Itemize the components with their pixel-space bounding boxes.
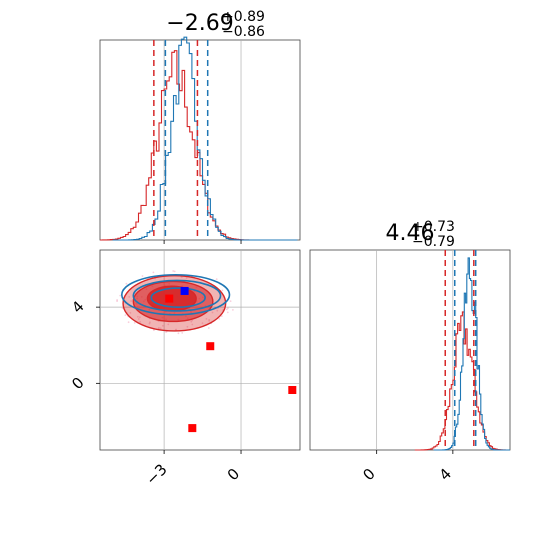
joint-blue-contour-2 [120,273,231,316]
joint-sample-86 [125,282,128,285]
joint-sample-12 [159,327,162,330]
joint-sample-52 [191,319,194,322]
joint-sample-71 [127,321,130,324]
hist1-series-red [100,50,280,241]
joint-red-point-0 [165,294,174,303]
joint-sample-92 [173,270,176,273]
joint-red-point-2 [288,386,297,394]
joint-sample-103 [201,322,204,324]
joint-sample-54 [165,331,167,333]
joint-blue-contour-0 [150,287,206,308]
hist2-series-blue [433,257,510,451]
joint-sample-35 [191,323,194,326]
joint-sample-104 [190,320,193,323]
joint-sample-9 [232,309,234,311]
joint-xtick-label-0: −3 [142,460,170,488]
hist2-frame [309,249,511,451]
hist2-xtick-label-0: 0 [359,465,378,484]
joint-sample-30 [153,329,155,332]
joint-sample-119 [216,309,219,312]
joint-blue-point-0 [180,286,189,295]
joint-sample-45 [137,318,140,320]
joint-sample-11 [141,275,144,277]
joint-sample-63 [128,296,131,298]
hist1-title: −2.69 [166,11,233,36]
joint-sample-118 [139,316,141,319]
hist2-title-plus: +0.73 [412,219,455,235]
joint-sample-3 [130,300,133,302]
hist2-title-median: 4.46 [386,221,435,246]
joint-red-point-1 [206,342,215,351]
hist1-frame [99,39,301,241]
hist2-xtick-label-1: 4 [436,465,455,484]
joint-sample-57 [215,278,218,280]
joint-sample-17 [139,321,142,323]
joint-xtick-label-1: 0 [224,465,243,484]
hist-panel-param1: −2.69 +0.89 −0.86 [99,9,301,241]
joint-content [100,250,300,450]
joint-frame [99,249,301,451]
joint-sample-125 [208,318,211,321]
joint-sample-73 [162,324,164,327]
joint-sample-68 [119,294,122,297]
joint-sample-5 [148,322,151,325]
hist1-content [100,36,298,241]
hist2-series-red [414,311,510,451]
hist2-title-minus: −0.79 [412,234,455,250]
joint-sample-19 [205,318,208,320]
joint-sample-69 [167,323,170,326]
joint-sample-109 [133,322,136,324]
joint-sample-51 [211,311,214,314]
joint-sample-138 [116,299,118,301]
joint-sample-60 [226,311,229,314]
hist1-title-plus: +0.89 [222,9,265,25]
joint-red-point-3 [188,424,197,433]
joint-sample-0 [227,307,229,310]
hist2-title: 4.46 [386,221,435,246]
joint-sample-24 [218,318,221,320]
joint-blue-contour-1 [132,279,222,312]
hist1-title-median: −2.69 [166,11,233,36]
joint-sample-7 [207,327,210,329]
joint-ytick-label-0: 0 [68,374,87,393]
joint-sample-13 [225,308,228,311]
hist2-content [376,250,510,451]
hist-panel-param2: 4.46 +0.73 −0.79 [309,219,511,451]
joint-panel [99,249,301,451]
joint-sample-136 [137,315,139,318]
joint-ytick-label-1: 4 [68,297,87,316]
joint-sample-72 [181,332,184,334]
joint-sample-99 [177,332,180,335]
hist1-title-minus: −0.86 [222,24,265,40]
joint-sample-27 [152,271,155,274]
joint-sample-121 [129,312,132,314]
axis-ticks: −3 0 0 4 0 4 [68,240,455,489]
joint-sample-111 [185,277,188,279]
joint-sample-83 [229,300,232,302]
joint-sample-95 [172,270,175,272]
joint-sample-49 [186,325,189,328]
hist1-series-blue [112,36,298,241]
joint-sample-108 [124,314,127,316]
joint-sample-75 [221,289,224,292]
